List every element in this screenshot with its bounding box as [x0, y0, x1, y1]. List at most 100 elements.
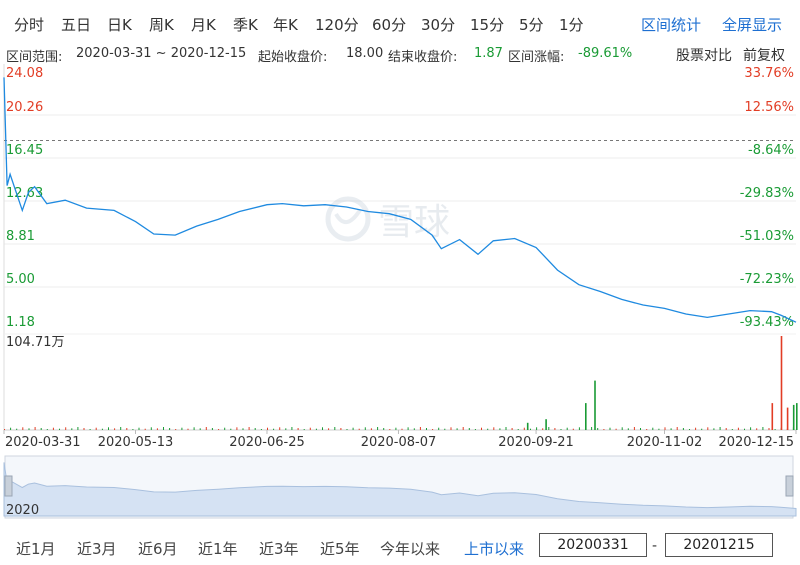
volume-bar [120, 427, 122, 430]
end-date-input[interactable] [665, 533, 773, 557]
volume-bar [279, 427, 281, 430]
adjust-mode-link[interactable]: 前复权 [743, 48, 785, 64]
range-3-year-button[interactable]: 近3年 [259, 540, 299, 558]
volume-bar [768, 428, 770, 430]
volume-bars [4, 336, 798, 430]
volume-bar [560, 429, 562, 430]
volume-bar [413, 428, 415, 430]
range-since-listing-button[interactable]: 上市以来 [464, 540, 525, 558]
volume-bar [707, 427, 709, 430]
volume-bar [689, 429, 690, 430]
volume-bar [328, 428, 330, 430]
percent-axis-labels: 33.76% 12.56% -8.64% -29.83% -51.03% -72.23% -… [740, 66, 794, 330]
volume-bar [456, 428, 458, 430]
tab-intraday[interactable]: 分时 [14, 16, 45, 34]
volume-bar [572, 428, 574, 430]
tab-30-min[interactable]: 30分 [421, 16, 456, 34]
start-close-label: 起始收盘价: [258, 50, 328, 65]
range-6-month-button[interactable]: 近6月 [138, 540, 178, 558]
volume-bar [40, 428, 42, 430]
x-tick-label: 2020-09-21 [498, 435, 574, 450]
volume-bar [719, 427, 721, 430]
volume-bar [796, 403, 798, 430]
price-chart[interactable]: 雪球 24.08 20.26 16.45 12.63 8.81 5.00 1.18 33.7… [0, 64, 800, 529]
tab-15-min[interactable]: 15分 [470, 16, 505, 34]
date-separator: - [652, 538, 658, 554]
x-tick-label: 2020-12-15 [718, 435, 794, 450]
price-tick-label: 12.63 [6, 186, 43, 201]
navigator-right-handle[interactable] [785, 475, 794, 497]
tab-60-min[interactable]: 60分 [372, 16, 407, 34]
price-axis-labels: 24.08 20.26 16.45 12.63 8.81 5.00 1.18 [6, 66, 43, 330]
volume-bar [701, 428, 703, 430]
volume-bar [230, 428, 232, 430]
volume-bar [444, 428, 446, 430]
tab-1-min[interactable]: 1分 [559, 16, 584, 34]
volume-bar [627, 428, 629, 430]
volume-bar [297, 428, 299, 430]
navigator-left-handle[interactable] [4, 475, 13, 497]
range-change-label: 区间涨幅: [508, 50, 565, 65]
period-toolbar: 分时 五日 日K 周K 月K 季K 年K 120分 60分 30分 15分 5分… [0, 0, 800, 44]
range-5-year-button[interactable]: 近5年 [320, 540, 360, 558]
volume-bar [59, 428, 60, 430]
volume-bar [737, 427, 739, 430]
volume-bar [370, 428, 372, 430]
volume-bar [756, 428, 758, 430]
volume-bar [236, 427, 238, 430]
volume-bar [407, 427, 409, 430]
price-tick-label: 1.18 [6, 315, 35, 330]
volume-bar [89, 429, 91, 430]
volume-bar [652, 427, 654, 430]
fullscreen-link[interactable]: 全屏显示 [722, 16, 783, 34]
percent-tick-label: 12.56% [744, 100, 794, 115]
percent-tick-label: -51.03% [740, 229, 794, 244]
tab-quarter-k[interactable]: 季K [233, 16, 258, 34]
volume-bar [352, 427, 354, 430]
volume-bar [750, 427, 752, 430]
volume-bar [633, 427, 635, 430]
volume-bar [462, 427, 464, 430]
volume-bar [377, 427, 379, 430]
volume-bar [450, 427, 452, 430]
range-stats-link[interactable]: 区间统计 [641, 16, 702, 34]
volume-bar [101, 428, 103, 430]
navigator-area [3, 462, 797, 517]
tab-month-k[interactable]: 月K [191, 16, 216, 34]
range-1-month-button[interactable]: 近1月 [16, 540, 56, 558]
volume-bar [670, 428, 672, 430]
volume-bar [291, 427, 293, 430]
tab-week-k[interactable]: 周K [149, 16, 174, 34]
volume-bar [578, 427, 580, 430]
tab-day-k[interactable]: 日K [107, 16, 132, 34]
volume-bar [224, 427, 226, 430]
volume-bar [640, 428, 641, 430]
volume-bar [267, 427, 268, 430]
volume-bar [242, 428, 244, 430]
volume-bar [187, 428, 189, 430]
volume-bar [211, 428, 213, 430]
volume-bar [725, 428, 727, 430]
tab-120-min[interactable]: 120分 [315, 16, 359, 34]
volume-bar [585, 403, 587, 430]
volume-bar [10, 427, 12, 430]
navigator-year-label: 2020 [6, 503, 39, 518]
volume-bar [419, 427, 421, 430]
tab-5-min[interactable]: 5分 [519, 16, 544, 34]
volume-bar [218, 429, 220, 430]
volume-bar [591, 427, 593, 430]
volume-bar [114, 428, 116, 430]
stock-compare-link[interactable]: 股票对比 [676, 48, 732, 64]
volume-bar [468, 428, 470, 430]
range-1-year-button[interactable]: 近1年 [198, 540, 238, 558]
volume-bar [22, 427, 24, 430]
tab-year-k[interactable]: 年K [273, 16, 298, 34]
volume-bar [340, 428, 342, 430]
range-ytd-button[interactable]: 今年以来 [380, 540, 441, 558]
tab-five-day[interactable]: 五日 [61, 16, 92, 34]
volume-bar [474, 429, 476, 430]
start-date-input[interactable] [539, 533, 647, 557]
range-3-month-button[interactable]: 近3月 [77, 540, 117, 558]
volume-bar [95, 427, 97, 430]
volume-bar [609, 427, 611, 430]
